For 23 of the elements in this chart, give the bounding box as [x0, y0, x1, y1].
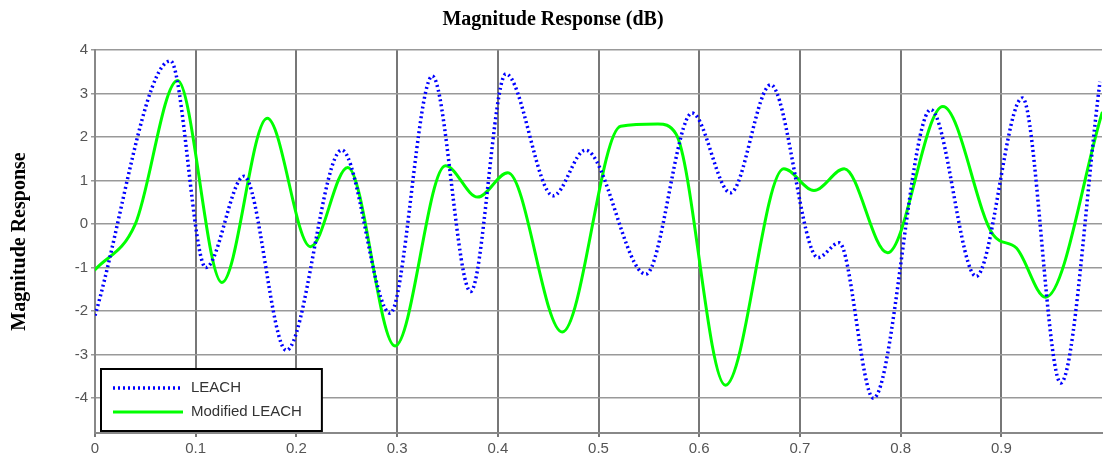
y-tick-label: 1 — [79, 170, 88, 188]
y-tick-label: -2 — [74, 301, 88, 319]
chart-title: Magnitude Response (dB) — [442, 7, 664, 31]
x-tick-label: 0.4 — [487, 439, 509, 457]
legend-label: Modified LEACH — [191, 402, 302, 420]
y-tick-label: 3 — [79, 83, 88, 101]
x-tick-label: 0.5 — [588, 439, 609, 457]
y-tick-label: 0 — [79, 214, 88, 232]
x-tick-label: 0.1 — [185, 439, 207, 457]
y-tick-label: -3 — [74, 344, 88, 362]
y-tick-label: 2 — [79, 127, 88, 145]
x-tick-label: 0.7 — [789, 439, 811, 457]
x-tick-label: 0.2 — [285, 439, 307, 457]
x-tick-label: 0.8 — [890, 439, 912, 457]
x-tick-label: 0.6 — [688, 439, 710, 457]
x-tick-label: 0 — [90, 439, 100, 457]
y-axis-title: Magnitude Response — [7, 152, 31, 331]
x-tick-label: 0.3 — [386, 439, 408, 457]
y-tick-label: -4 — [74, 388, 88, 406]
legend-label: LEACH — [191, 378, 242, 396]
y-tick-label: -1 — [74, 257, 88, 275]
x-tick-label: 0.9 — [990, 439, 1012, 457]
y-tick-label: 4 — [79, 40, 88, 58]
